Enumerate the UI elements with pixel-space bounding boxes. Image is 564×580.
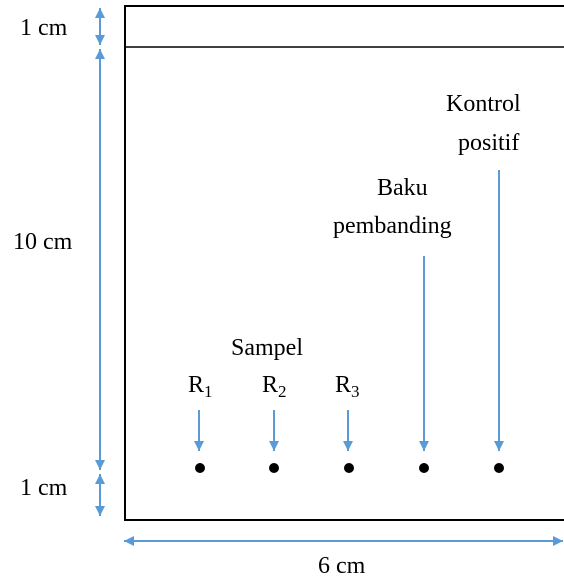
positive-control-label-line1: Kontrol — [446, 91, 521, 117]
reference-standard-spot — [419, 463, 429, 473]
top-margin-label: 1 cm — [20, 15, 68, 41]
r1-spot — [195, 463, 205, 473]
sample-group-label: Sampel — [231, 335, 303, 361]
run-length-label: 10 cm — [13, 229, 73, 255]
r3-label: R3 — [335, 372, 360, 401]
r1-label: R1 — [188, 372, 213, 401]
reference-standard-label-line1: Baku — [377, 175, 428, 201]
positive-control-label-line2: positif — [458, 130, 519, 156]
positive-control-spot — [494, 463, 504, 473]
reference-standard-label-line2: pembanding — [333, 213, 452, 239]
width-label: 6 cm — [318, 553, 366, 579]
r2-label: R2 — [262, 372, 287, 401]
r2-spot — [269, 463, 279, 473]
r3-spot — [344, 463, 354, 473]
tlc-plate — [124, 5, 564, 521]
bottom-margin-label: 1 cm — [20, 475, 68, 501]
